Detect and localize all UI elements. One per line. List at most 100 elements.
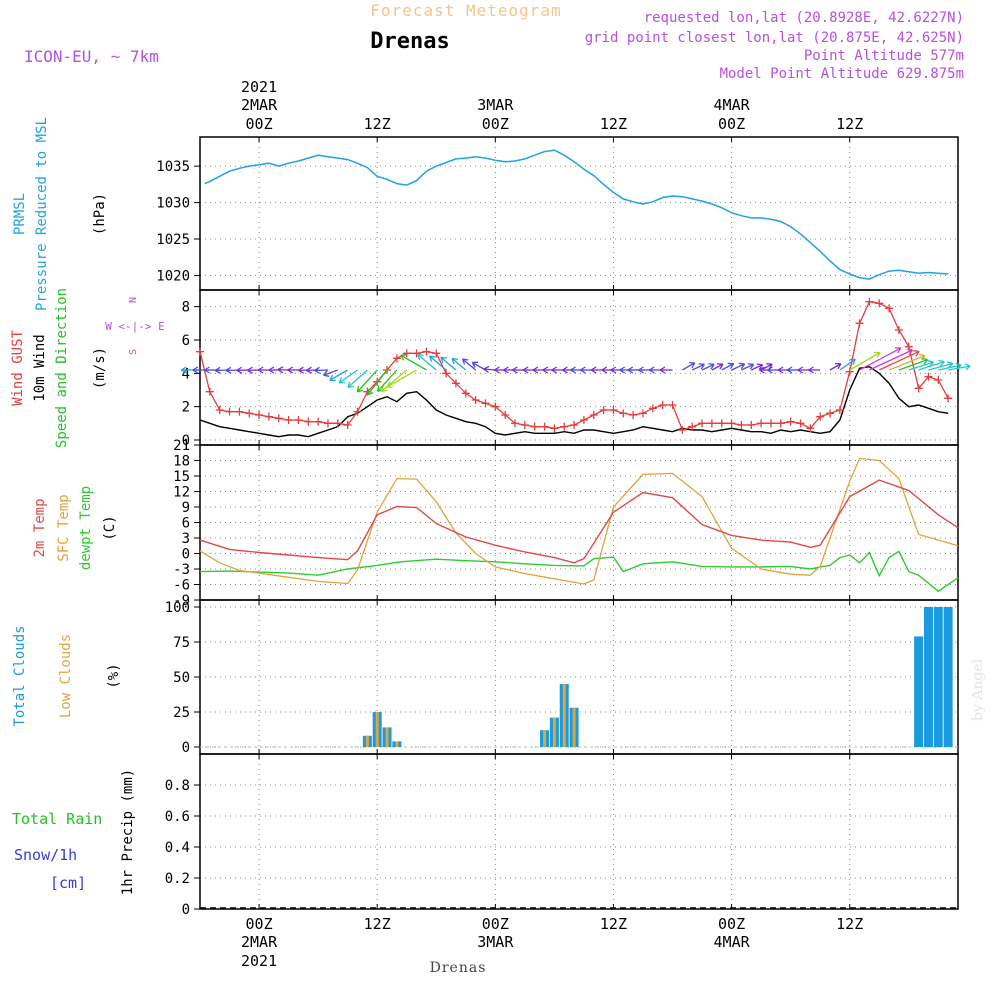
wind-arrow <box>329 369 348 381</box>
y-tick-label: 25 <box>173 705 190 721</box>
wind-arrow-head <box>906 348 914 356</box>
wind-arrow-head <box>192 366 199 374</box>
wind-arrow <box>440 356 457 371</box>
y-tick-label: 4 <box>182 366 190 382</box>
wind-arrow-head <box>532 366 539 374</box>
wind-arrow <box>471 361 486 371</box>
grid-point-coords: grid point closest lon,lat (20.875E, 42.… <box>585 30 964 46</box>
panels: 102010251030103502468-9-6-30369121518210… <box>156 136 971 918</box>
chart-title: Drenas <box>370 29 449 54</box>
wind-arrow-head <box>429 355 436 362</box>
top-date-label: 2MAR <box>241 96 278 114</box>
top-date-label: 4MAR <box>714 96 751 114</box>
wind-arrow-head <box>835 363 842 370</box>
wind-arrow-head <box>380 385 388 392</box>
gust-marker <box>816 412 825 421</box>
y-tick-label: 9 <box>182 500 190 516</box>
panel-frame <box>199 444 959 601</box>
gust-marker <box>432 349 441 358</box>
wind-arrow-head <box>708 363 715 370</box>
gust-marker <box>717 419 726 428</box>
gust-marker <box>934 376 943 384</box>
model-altitude: Model Point Altitude 629.875m <box>720 66 964 82</box>
low-clouds-label: Low Clouds <box>58 634 74 718</box>
bottom-tick-label: 00Z <box>246 915 273 933</box>
panel-frame <box>199 136 959 291</box>
pressure-unit: (hPa) <box>92 193 108 235</box>
wind-arrow-head <box>306 366 312 374</box>
wind-arrow-head <box>483 365 490 373</box>
wind-arrow <box>918 361 945 371</box>
low-cloud-bar <box>395 741 399 747</box>
gust-marker <box>481 399 490 408</box>
temp-dewpt-label: dewpt Temp <box>78 486 94 570</box>
low-cloud-bar <box>572 707 576 747</box>
y-tick-label: 6 <box>182 333 190 349</box>
wind-arrow-head <box>913 350 920 357</box>
wind-arrow <box>451 357 467 371</box>
gust-marker <box>826 409 835 418</box>
wind-10m-label: 10m Wind <box>32 334 48 401</box>
precip-label-group: Total Rain Snow/1h [cm] 1hr Precip (mm) <box>12 769 136 895</box>
wind-arrow-head <box>323 370 330 377</box>
wind-arrow-head <box>314 366 320 374</box>
y-tick-label: 50 <box>173 670 190 686</box>
gust-marker <box>225 407 234 416</box>
wind-arrow-head <box>919 353 926 361</box>
wind-arrow-head <box>417 353 424 361</box>
wind-arrow <box>377 369 398 392</box>
wind-arrow-head <box>601 366 608 374</box>
wind-arrow <box>417 353 437 371</box>
y-tick-label: 15 <box>173 469 190 485</box>
wind-arrow <box>859 347 902 371</box>
gust-marker <box>205 387 214 396</box>
wind-arrow <box>839 358 856 371</box>
gust-marker <box>304 417 313 426</box>
gust-marker <box>757 419 766 428</box>
gust-marker <box>294 416 303 424</box>
y-tick-label: -6 <box>173 578 190 594</box>
compass-s: S <box>128 349 139 355</box>
wind-arrow <box>429 355 447 371</box>
gust-marker <box>855 319 864 328</box>
gust-marker <box>196 347 204 356</box>
wind-arrow-head <box>717 363 724 370</box>
gust-marker <box>845 367 854 376</box>
y-tick-label: 21 <box>173 438 190 454</box>
gust-marker <box>609 406 618 414</box>
bottom-tick-label: 12Z <box>836 915 863 933</box>
wind-arrow-head <box>461 358 469 365</box>
y-tick-label: 1020 <box>156 268 190 284</box>
gust-marker <box>471 396 480 404</box>
panel-3: 0 25 50 75 100 <box>165 599 959 756</box>
temp-label-group: 2m Temp SFC Temp dewpt Temp (C) <box>32 486 118 570</box>
wind-arrow-head <box>542 366 549 374</box>
gust-marker <box>924 372 933 381</box>
y-tick-label: 0 <box>182 740 190 756</box>
low-cloud-bar <box>385 727 389 747</box>
y-tick-label: 1025 <box>156 232 190 248</box>
bottom-date-label: 2MAR <box>241 933 278 951</box>
y-tick-label: 0 <box>182 433 190 449</box>
gust-marker <box>589 411 598 419</box>
wind-gust-label: Wind GUST <box>10 330 26 406</box>
wind-arrow-head <box>849 358 856 365</box>
panel-0: 1020 1025 1030 1035 <box>156 136 959 291</box>
wind-arrow-head <box>512 366 518 374</box>
wind-arrow-head <box>874 351 881 358</box>
snow-unit-label: [cm] <box>50 874 86 892</box>
panel-4: 0 0.2 0.4 0.6 0.8 <box>165 753 959 918</box>
gust-marker <box>776 419 785 428</box>
wind-arrow <box>849 351 881 371</box>
gust-marker <box>885 304 894 313</box>
gust-marker <box>392 354 401 363</box>
pressure-label-prmsl: PRMSL <box>12 193 28 235</box>
wind-arrow-head <box>727 362 735 370</box>
panel-frame <box>199 599 959 755</box>
wind-arrow-head <box>247 366 253 374</box>
compass-we: W <-|-> E <box>105 320 165 333</box>
gust-marker <box>343 421 352 429</box>
wind-arrow-head <box>627 366 634 374</box>
compass-n: N <box>128 297 139 303</box>
gust-marker <box>255 411 264 419</box>
